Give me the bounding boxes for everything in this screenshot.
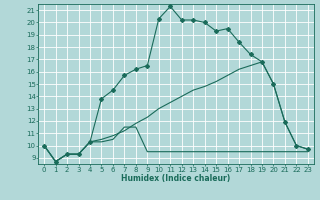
X-axis label: Humidex (Indice chaleur): Humidex (Indice chaleur) (121, 174, 231, 183)
